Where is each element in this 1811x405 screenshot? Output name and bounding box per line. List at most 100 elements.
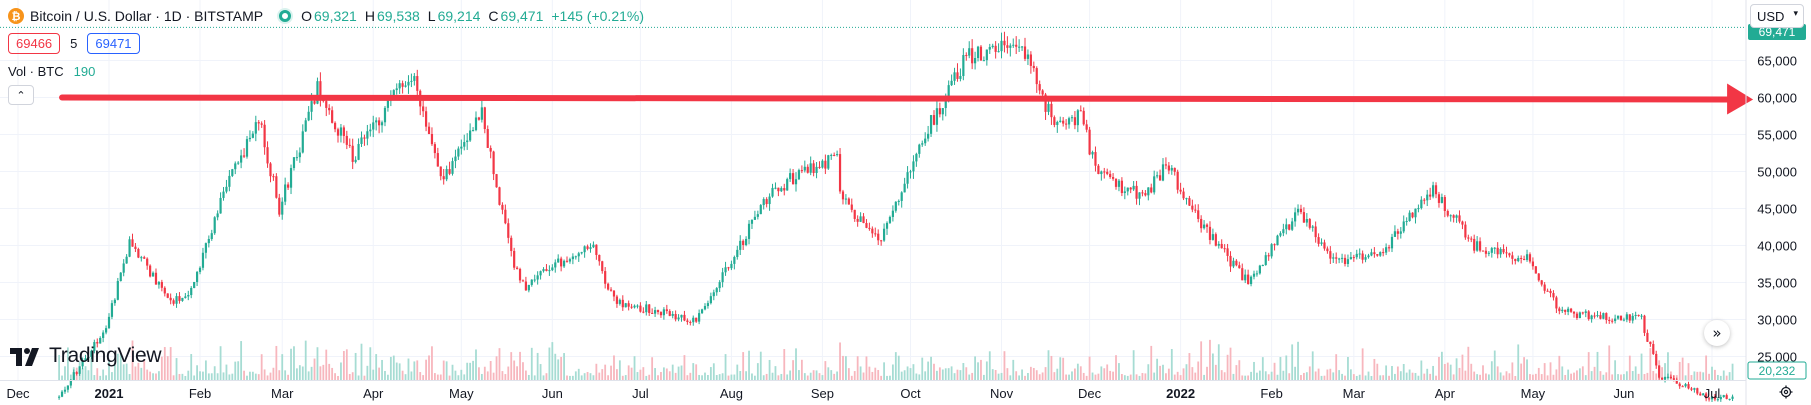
candle-body [316, 81, 319, 104]
volume-bar [780, 373, 783, 380]
candle-body [96, 342, 99, 344]
candle-body [1326, 248, 1329, 252]
volume-bar [196, 365, 198, 380]
candle-body [859, 216, 862, 222]
volume-bar [1214, 364, 1217, 380]
volume-bar [81, 368, 84, 380]
volume-bar [545, 373, 548, 380]
candle-body [557, 258, 560, 263]
candle-body [137, 248, 140, 258]
candle-body [1634, 314, 1637, 316]
volume-bar [516, 366, 518, 380]
volume-bar [1303, 372, 1305, 380]
volume-bar [627, 365, 630, 380]
volume-bar [607, 375, 610, 380]
candle-body [1693, 388, 1696, 390]
candle-body [1470, 238, 1473, 240]
candle-body [331, 110, 334, 123]
symbol-title[interactable]: Bitcoin / U.S. Dollar · 1D · BITSTAMP [30, 8, 264, 24]
volume-bar [1529, 374, 1531, 380]
volume-bar [1467, 346, 1470, 380]
candle-body [994, 45, 997, 52]
volume-bar [654, 368, 656, 380]
candle-body [1029, 54, 1032, 66]
volume-bar [1317, 368, 1320, 380]
candle-body [1602, 313, 1605, 319]
candle-body [460, 146, 463, 149]
market-status-icon[interactable] [279, 10, 292, 22]
volume-bar [1570, 373, 1572, 380]
volume-bar [604, 364, 607, 380]
volume-bar [739, 370, 742, 380]
volume-bar [501, 371, 504, 380]
candle-body [422, 106, 425, 112]
volume-bar [1714, 369, 1716, 380]
candle-body [1684, 384, 1687, 387]
candle-body [536, 275, 539, 280]
volume-bar [1223, 372, 1226, 380]
currency-select[interactable]: USD ▾ [1750, 4, 1804, 28]
candle-body [1461, 221, 1464, 225]
volume-bar [1452, 374, 1455, 380]
candle-body [1249, 276, 1253, 285]
candle-body [1716, 399, 1719, 401]
volume-bar [301, 366, 304, 380]
tradingview-logo[interactable]: TradingView [10, 344, 162, 368]
volume-bar [1485, 373, 1487, 380]
volume-bar [1446, 362, 1449, 380]
candle-body [1464, 224, 1467, 238]
candle-body [539, 271, 542, 276]
candle-body [1311, 226, 1314, 228]
volume-bar [1027, 373, 1029, 380]
volume-bar [155, 373, 157, 380]
volume-bar [231, 373, 234, 380]
candle-body [882, 228, 886, 241]
volume-legend[interactable]: Vol · BTC 190 [8, 62, 95, 80]
scroll-to-realtime-button[interactable]: » [1704, 320, 1730, 346]
price-axis[interactable]: 25,000 30,000 35,000 40,000 45,000 50,000 55,0… [1745, 0, 1807, 405]
candle-body [128, 239, 131, 257]
volume-bar [1241, 375, 1244, 380]
collapse-legend-button[interactable]: ⌃ [8, 85, 34, 105]
candle-body [703, 306, 707, 310]
volume-bar [1505, 371, 1508, 380]
volume-bar [539, 364, 542, 380]
candle-body [971, 48, 974, 64]
volume-bar [924, 371, 927, 380]
volume-bar [589, 373, 592, 380]
symbol-legend[interactable]: ₿ Bitcoin / U.S. Dollar · 1D · BITSTAMP … [8, 5, 646, 27]
volume-bar [1631, 371, 1634, 380]
candle-body [1194, 209, 1197, 211]
sell-button[interactable]: 69466 [8, 32, 61, 54]
volume-bar [1329, 368, 1332, 380]
candle-body [313, 101, 316, 104]
volume-bar [1150, 345, 1153, 380]
trend-arrow-drawing[interactable] [59, 83, 1754, 115]
candle-body [178, 296, 181, 301]
candle-body [1129, 187, 1132, 190]
candle-body [1232, 260, 1235, 267]
buy-button[interactable]: 69471 [87, 32, 140, 54]
time-axis[interactable]: Dec 2021 Feb Mar Apr May Jun Jul Aug Sep Oct Nov Dec… [0, 380, 1746, 402]
candle-body [363, 137, 366, 139]
candle-body [941, 108, 944, 115]
candle-body [401, 83, 404, 87]
volume-bar [1534, 373, 1537, 380]
volume-bar [96, 368, 99, 380]
volume-bar [322, 364, 325, 380]
volume-bar [894, 352, 897, 380]
volume-bar [1076, 363, 1079, 380]
volume-bar [1443, 363, 1446, 380]
candle-body [604, 271, 607, 284]
volume-bar [105, 375, 107, 380]
chart-settings-button[interactable] [1775, 383, 1797, 401]
volume-bar [469, 362, 472, 380]
volume-bar [1264, 371, 1267, 380]
volume-bar [1617, 374, 1619, 380]
volume-bar [1082, 372, 1085, 380]
candle-body [554, 262, 557, 268]
candle-body [1012, 44, 1015, 46]
candle-body [747, 223, 751, 239]
